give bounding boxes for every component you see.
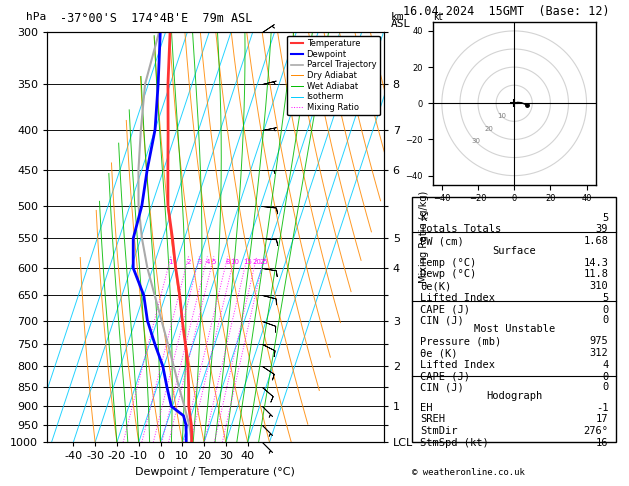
Text: 14.3: 14.3 — [583, 258, 608, 268]
Text: 15: 15 — [243, 259, 252, 264]
Text: 4: 4 — [602, 360, 608, 370]
Text: ASL: ASL — [391, 19, 411, 30]
Text: 10: 10 — [497, 113, 506, 119]
Text: K: K — [420, 213, 426, 223]
X-axis label: Dewpoint / Temperature (°C): Dewpoint / Temperature (°C) — [135, 467, 296, 477]
Text: 5: 5 — [602, 293, 608, 303]
Text: 276°: 276° — [583, 426, 608, 436]
Text: 312: 312 — [589, 348, 608, 358]
Text: Lifted Index: Lifted Index — [420, 293, 495, 303]
Text: 25: 25 — [260, 259, 269, 264]
Text: -37°00'S  174°4B'E  79m ASL: -37°00'S 174°4B'E 79m ASL — [60, 12, 252, 25]
Text: Surface: Surface — [493, 246, 536, 256]
Text: 20: 20 — [484, 125, 493, 132]
Text: 310: 310 — [589, 281, 608, 291]
Text: Totals Totals: Totals Totals — [420, 225, 501, 234]
Text: Pressure (mb): Pressure (mb) — [420, 336, 501, 346]
Text: Hodograph: Hodograph — [486, 391, 542, 401]
Text: 1.68: 1.68 — [583, 236, 608, 246]
Text: PW (cm): PW (cm) — [420, 236, 464, 246]
Text: 10: 10 — [230, 259, 239, 264]
Text: CAPE (J): CAPE (J) — [420, 372, 470, 382]
Text: EH: EH — [420, 402, 433, 413]
Text: 0: 0 — [602, 315, 608, 325]
Text: CIN (J): CIN (J) — [420, 315, 464, 325]
Text: 4: 4 — [205, 259, 209, 264]
Text: SREH: SREH — [420, 414, 445, 424]
Text: 16: 16 — [596, 438, 608, 448]
Legend: Temperature, Dewpoint, Parcel Trajectory, Dry Adiabat, Wet Adiabat, Isotherm, Mi: Temperature, Dewpoint, Parcel Trajectory… — [287, 36, 379, 115]
Text: 8: 8 — [225, 259, 230, 264]
Text: StmDir: StmDir — [420, 426, 458, 436]
Text: © weatheronline.co.uk: © weatheronline.co.uk — [412, 468, 525, 477]
Text: 20: 20 — [252, 259, 261, 264]
Text: StmSpd (kt): StmSpd (kt) — [420, 438, 489, 448]
Text: Lifted Index: Lifted Index — [420, 360, 495, 370]
Text: Temp (°C): Temp (°C) — [420, 258, 476, 268]
Text: 16.04.2024  15GMT  (Base: 12): 16.04.2024 15GMT (Base: 12) — [403, 5, 609, 18]
Text: 30: 30 — [472, 138, 481, 144]
Text: 39: 39 — [596, 225, 608, 234]
Text: 975: 975 — [589, 336, 608, 346]
Text: 0: 0 — [602, 382, 608, 392]
Text: 2: 2 — [186, 259, 191, 264]
Text: 11.8: 11.8 — [583, 269, 608, 279]
Text: 3: 3 — [197, 259, 202, 264]
Text: CIN (J): CIN (J) — [420, 382, 464, 392]
Text: km: km — [391, 12, 404, 22]
Text: 0: 0 — [602, 305, 608, 315]
Text: hPa: hPa — [26, 12, 47, 22]
Text: θe (K): θe (K) — [420, 348, 458, 358]
Text: CAPE (J): CAPE (J) — [420, 305, 470, 315]
Text: 1: 1 — [169, 259, 173, 264]
Text: -1: -1 — [596, 402, 608, 413]
Text: kt: kt — [433, 12, 442, 22]
Text: 5: 5 — [602, 213, 608, 223]
Text: Dewp (°C): Dewp (°C) — [420, 269, 476, 279]
Text: 17: 17 — [596, 414, 608, 424]
Y-axis label: Mixing Ratio (g/kg): Mixing Ratio (g/kg) — [418, 191, 428, 283]
Text: 5: 5 — [211, 259, 216, 264]
Text: Most Unstable: Most Unstable — [474, 325, 555, 334]
Text: θe(K): θe(K) — [420, 281, 452, 291]
Text: 0: 0 — [602, 372, 608, 382]
